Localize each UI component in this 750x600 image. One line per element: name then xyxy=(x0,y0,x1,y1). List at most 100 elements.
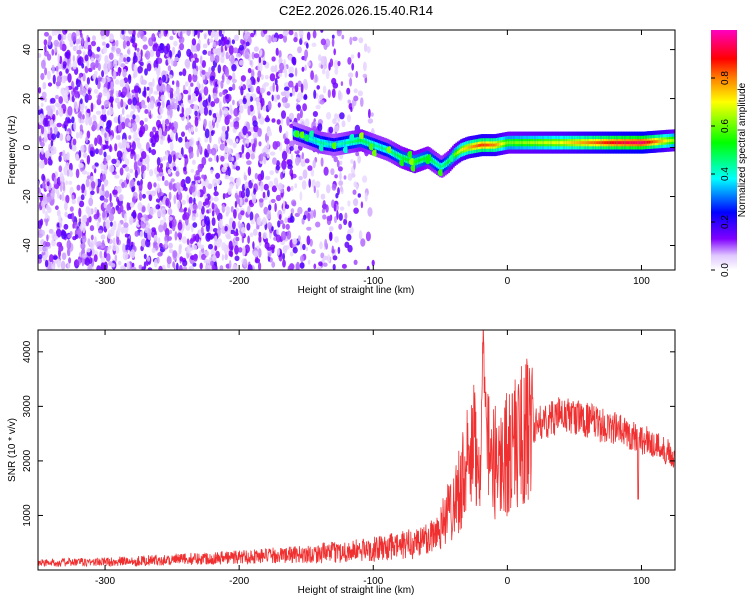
noise-speckle xyxy=(39,113,44,122)
noise-speckle xyxy=(84,105,88,110)
noise-speckle xyxy=(94,206,98,214)
noise-speckle xyxy=(357,155,361,164)
noise-speckle xyxy=(276,119,281,125)
noise-speckle xyxy=(108,52,114,60)
noise-speckle xyxy=(136,47,140,53)
noise-speckle xyxy=(75,153,80,161)
spectrogram-x-tick-label: -100 xyxy=(363,276,383,287)
noise-speckle xyxy=(86,60,90,68)
noise-speckle xyxy=(280,171,284,180)
noise-speckle xyxy=(252,132,257,139)
noise-speckle xyxy=(76,184,81,191)
noise-speckle xyxy=(366,46,371,54)
noise-speckle xyxy=(208,243,213,250)
ridge-cell xyxy=(487,143,491,147)
noise-speckle xyxy=(242,97,247,105)
noise-speckle xyxy=(364,192,368,202)
noise-speckle xyxy=(173,121,178,128)
noise-speckle xyxy=(96,123,100,131)
noise-speckle xyxy=(117,142,123,148)
noise-speckle xyxy=(204,148,208,158)
noise-speckle xyxy=(208,94,211,103)
noise-speckle xyxy=(167,65,172,72)
ridge-cell xyxy=(550,141,553,145)
noise-speckle xyxy=(313,209,316,219)
noise-speckle xyxy=(58,165,63,173)
noise-speckle xyxy=(347,57,352,65)
noise-speckle xyxy=(166,161,170,169)
noise-speckle xyxy=(328,126,334,134)
noise-speckle xyxy=(278,34,284,39)
noise-speckle xyxy=(275,234,281,243)
noise-speckle xyxy=(119,79,125,88)
noise-speckle xyxy=(260,182,264,192)
noise-speckle xyxy=(346,233,352,241)
noise-speckle xyxy=(126,114,131,119)
noise-speckle xyxy=(178,71,183,76)
noise-speckle xyxy=(172,46,176,55)
noise-speckle xyxy=(130,148,135,155)
noise-speckle xyxy=(176,262,179,270)
ridge-cell xyxy=(394,152,397,156)
noise-speckle xyxy=(107,81,111,90)
noise-speckle xyxy=(228,45,234,55)
ridge-cell xyxy=(310,137,314,141)
noise-speckle xyxy=(177,50,181,59)
noise-speckle xyxy=(228,154,232,162)
noise-speckle xyxy=(233,34,239,42)
noise-speckle xyxy=(286,230,292,240)
noise-speckle xyxy=(40,201,46,208)
noise-speckle xyxy=(351,63,355,71)
noise-speckle xyxy=(272,157,277,165)
ridge-cell xyxy=(381,146,384,150)
ridge-cell xyxy=(403,157,407,161)
noise-speckle xyxy=(249,60,253,66)
noise-speckle xyxy=(102,144,106,151)
noise-speckle xyxy=(239,197,243,207)
ridge-cell xyxy=(313,139,317,142)
noise-speckle xyxy=(100,234,106,240)
noise-speckle xyxy=(85,136,89,144)
noise-speckle xyxy=(262,152,267,158)
noise-speckle xyxy=(213,31,219,42)
noise-speckle xyxy=(194,116,199,127)
noise-speckle xyxy=(92,114,97,121)
ridge-cell xyxy=(484,143,487,147)
noise-speckle xyxy=(111,158,117,164)
noise-speckle xyxy=(95,148,99,155)
noise-speckle xyxy=(146,256,151,262)
noise-speckle xyxy=(126,56,131,62)
noise-speckle xyxy=(45,105,52,112)
noise-speckle xyxy=(38,87,42,94)
noise-speckle xyxy=(288,30,294,36)
noise-speckle xyxy=(202,43,208,49)
noise-speckle xyxy=(186,30,191,37)
noise-speckle xyxy=(174,231,178,241)
noise-speckle xyxy=(121,107,125,115)
ridge-cell xyxy=(635,141,639,145)
noise-speckle xyxy=(119,204,124,213)
noise-speckle xyxy=(153,90,159,95)
noise-speckle xyxy=(236,53,242,58)
noise-speckle xyxy=(117,66,122,77)
noise-speckle xyxy=(59,183,63,193)
ridge-cell xyxy=(366,141,370,145)
noise-speckle xyxy=(52,255,58,260)
noise-speckle xyxy=(108,245,112,250)
noise-speckle xyxy=(349,77,353,87)
noise-speckle xyxy=(250,153,255,160)
noise-speckle xyxy=(152,241,158,248)
noise-speckle xyxy=(94,137,98,146)
noise-speckle xyxy=(224,253,228,260)
noise-speckle xyxy=(107,60,111,70)
noise-speckle xyxy=(179,31,183,40)
noise-speckle xyxy=(221,254,225,261)
noise-speckle xyxy=(350,159,354,164)
noise-speckle xyxy=(166,84,171,93)
noise-speckle xyxy=(334,125,339,133)
noise-speckle xyxy=(46,181,50,187)
noise-speckle xyxy=(337,246,341,254)
noise-speckle xyxy=(96,241,102,246)
noise-speckle xyxy=(103,62,108,70)
